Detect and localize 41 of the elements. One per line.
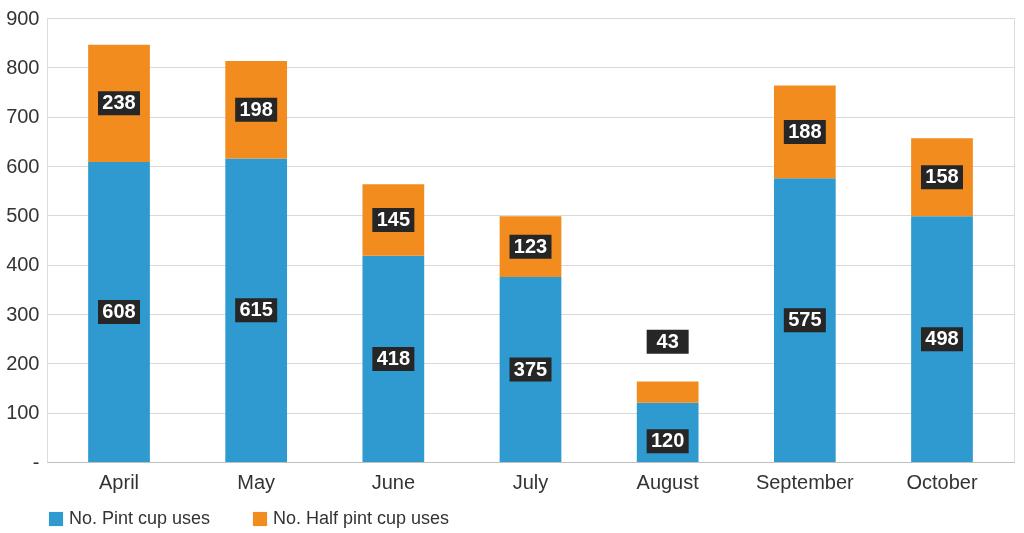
x-tick-label: April — [99, 470, 140, 493]
bar — [88, 44, 150, 163]
data-label: 123 — [513, 234, 548, 257]
y-tick-label: 300 — [6, 302, 40, 325]
data-label: 375 — [513, 357, 548, 380]
x-tick-label: May — [237, 470, 276, 493]
x-tick-label: October — [906, 470, 978, 493]
data-label: 188 — [788, 119, 822, 142]
y-tick-label: 400 — [6, 253, 40, 276]
legend-label: No. Half pint cup uses — [273, 508, 450, 528]
x-tick-label: July — [512, 470, 549, 493]
y-tick-label: 200 — [6, 351, 40, 374]
data-label: 575 — [788, 308, 822, 331]
y-tick-label: 600 — [6, 154, 40, 177]
legend-label: No. Pint cup uses — [69, 508, 211, 528]
y-tick-label: 800 — [6, 55, 40, 78]
bar — [911, 216, 973, 462]
bar — [362, 255, 425, 462]
data-label: 43 — [656, 329, 679, 352]
y-tick-label: - — [32, 450, 40, 473]
y-tick-label: 500 — [6, 203, 40, 226]
data-label: 418 — [376, 346, 411, 369]
data-label: 238 — [102, 91, 136, 114]
x-tick-label: August — [636, 470, 700, 493]
y-tick-label: 100 — [6, 401, 40, 424]
data-label: 498 — [925, 327, 959, 350]
data-label: 120 — [650, 429, 685, 452]
bar — [636, 381, 699, 403]
y-tick-label: 900 — [6, 6, 40, 29]
bar — [88, 162, 150, 462]
y-tick-label: 700 — [6, 105, 40, 128]
data-label: 198 — [239, 97, 273, 120]
data-label: 615 — [239, 298, 273, 321]
bar — [773, 178, 836, 462]
x-tick-label: September — [755, 470, 855, 493]
x-tick-label: June — [371, 470, 416, 493]
data-label: 158 — [925, 165, 959, 188]
bar — [225, 158, 288, 462]
data-label: 608 — [102, 300, 136, 323]
data-label: 145 — [376, 208, 411, 231]
bar — [499, 277, 562, 462]
